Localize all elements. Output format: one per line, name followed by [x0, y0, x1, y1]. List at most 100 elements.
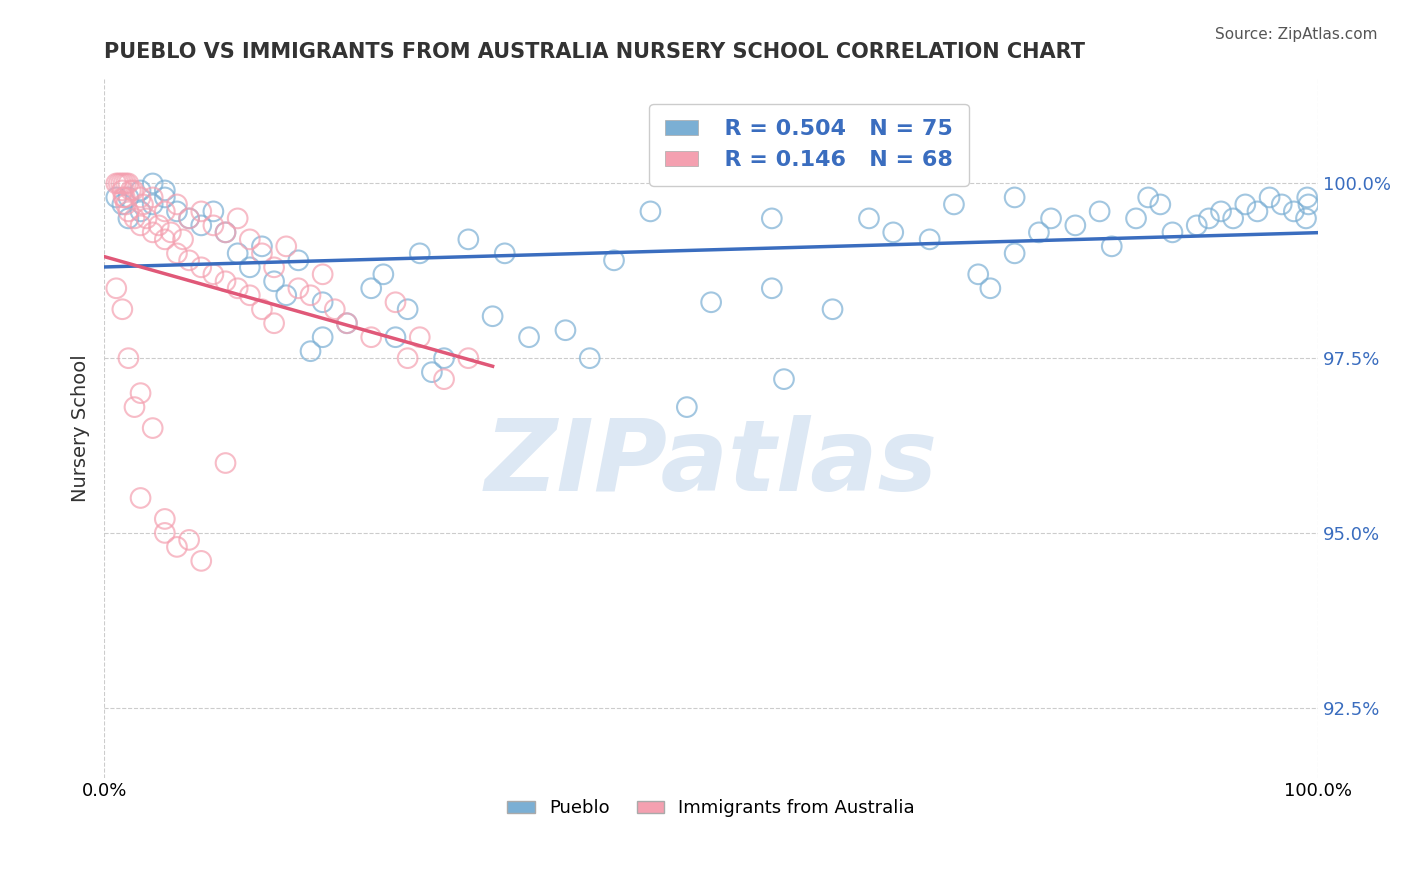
- Point: [276, 239, 298, 253]
- Point: [700, 295, 723, 310]
- Point: [117, 204, 139, 219]
- Point: [373, 268, 395, 282]
- Point: [250, 302, 273, 317]
- Point: [166, 197, 188, 211]
- Point: [142, 190, 165, 204]
- Point: [263, 274, 285, 288]
- Point: [129, 183, 152, 197]
- Point: [129, 386, 152, 401]
- Point: [111, 197, 134, 211]
- Point: [142, 177, 165, 191]
- Point: [311, 268, 333, 282]
- Point: [112, 190, 135, 204]
- Point: [172, 232, 194, 246]
- Point: [821, 302, 844, 317]
- Point: [457, 351, 479, 366]
- Point: [250, 246, 273, 260]
- Point: [263, 316, 285, 330]
- Point: [384, 330, 406, 344]
- Point: [105, 281, 128, 295]
- Point: [117, 211, 139, 226]
- Text: ZIPatlas: ZIPatlas: [485, 415, 938, 511]
- Point: [124, 211, 146, 226]
- Point: [858, 211, 880, 226]
- Point: [142, 226, 165, 240]
- Point: [190, 260, 212, 275]
- Point: [153, 183, 176, 197]
- Point: [166, 540, 188, 554]
- Point: [115, 197, 138, 211]
- Point: [287, 253, 309, 268]
- Point: [396, 351, 419, 366]
- Point: [1271, 197, 1294, 211]
- Point: [214, 456, 236, 470]
- Point: [117, 190, 139, 204]
- Point: [299, 344, 322, 359]
- Point: [336, 316, 359, 330]
- Point: [409, 330, 432, 344]
- Point: [882, 226, 904, 240]
- Point: [120, 183, 142, 197]
- Point: [942, 197, 965, 211]
- Point: [1198, 211, 1220, 226]
- Point: [1004, 246, 1026, 260]
- Point: [129, 204, 152, 219]
- Point: [153, 190, 176, 204]
- Point: [1234, 197, 1257, 211]
- Point: [276, 288, 298, 302]
- Point: [179, 253, 201, 268]
- Point: [457, 232, 479, 246]
- Point: [142, 197, 165, 211]
- Point: [179, 533, 201, 547]
- Point: [323, 302, 346, 317]
- Point: [1137, 190, 1160, 204]
- Point: [640, 204, 662, 219]
- Point: [287, 281, 309, 295]
- Y-axis label: Nursery School: Nursery School: [72, 354, 90, 502]
- Point: [214, 274, 236, 288]
- Point: [967, 268, 990, 282]
- Point: [111, 183, 134, 197]
- Point: [153, 525, 176, 540]
- Point: [117, 351, 139, 366]
- Point: [396, 302, 419, 317]
- Point: [166, 204, 188, 219]
- Point: [1282, 204, 1305, 219]
- Point: [360, 330, 382, 344]
- Point: [166, 246, 188, 260]
- Point: [122, 183, 145, 197]
- Point: [114, 190, 136, 204]
- Point: [1222, 211, 1244, 226]
- Point: [336, 316, 359, 330]
- Point: [214, 226, 236, 240]
- Point: [311, 330, 333, 344]
- Point: [142, 421, 165, 435]
- Text: Source: ZipAtlas.com: Source: ZipAtlas.com: [1215, 27, 1378, 42]
- Point: [132, 197, 155, 211]
- Point: [1246, 204, 1268, 219]
- Point: [1040, 211, 1063, 226]
- Text: PUEBLO VS IMMIGRANTS FROM AUSTRALIA NURSERY SCHOOL CORRELATION CHART: PUEBLO VS IMMIGRANTS FROM AUSTRALIA NURS…: [104, 42, 1085, 62]
- Point: [107, 177, 129, 191]
- Point: [420, 365, 443, 379]
- Point: [112, 177, 135, 191]
- Point: [433, 372, 456, 386]
- Point: [129, 190, 152, 204]
- Point: [202, 219, 225, 233]
- Point: [1125, 211, 1147, 226]
- Point: [299, 288, 322, 302]
- Point: [110, 177, 132, 191]
- Point: [239, 260, 262, 275]
- Point: [202, 204, 225, 219]
- Point: [179, 211, 201, 226]
- Point: [105, 190, 128, 204]
- Point: [1258, 190, 1281, 204]
- Point: [1064, 219, 1087, 233]
- Point: [190, 554, 212, 568]
- Point: [214, 226, 236, 240]
- Point: [494, 246, 516, 260]
- Point: [1028, 226, 1050, 240]
- Point: [239, 288, 262, 302]
- Point: [773, 372, 796, 386]
- Point: [1004, 190, 1026, 204]
